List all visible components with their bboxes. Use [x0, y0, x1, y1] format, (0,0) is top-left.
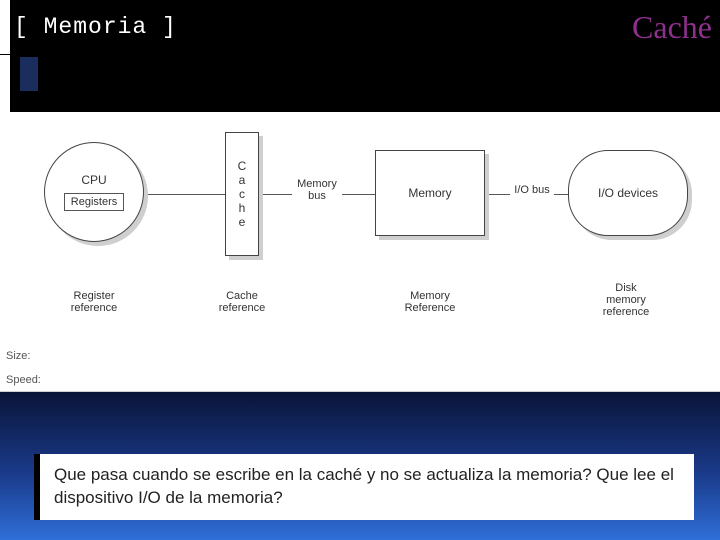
header-right-text: Caché: [632, 9, 712, 46]
memory-label: Memory: [408, 186, 451, 200]
cache-ref-label: Cachereference: [202, 290, 282, 314]
io-label: I/O devices: [598, 186, 658, 200]
io-bus-label: I/O bus: [510, 184, 554, 196]
memory-bus-label: Memorybus: [292, 178, 342, 202]
size-axis-label: Size:: [6, 350, 30, 362]
cpu-node: CPU Registers: [44, 142, 144, 242]
disk-ref-label: Diskmemoryreference: [586, 282, 666, 318]
header-bar: [ Memoria ] Caché: [0, 0, 720, 54]
memory-node: Memory: [375, 150, 485, 236]
registers-box: Registers: [64, 193, 124, 211]
sub-header-bar: [0, 54, 720, 112]
header-left-text: [ Memoria ]: [14, 14, 177, 40]
memory-ref-label: MemoryReference: [390, 290, 470, 314]
cpu-label: CPU: [81, 173, 106, 187]
speed-axis-label: Speed:: [6, 374, 41, 386]
connector-line: [90, 194, 650, 195]
cache-node: Cache: [225, 132, 259, 256]
io-devices-node: I/O devices: [568, 150, 688, 236]
cache-label: Cache: [238, 159, 247, 229]
memory-hierarchy-diagram: CPU Registers Cache Memorybus Memory I/O…: [0, 112, 720, 392]
question-box: Que pasa cuando se escribe en la caché y…: [34, 454, 694, 520]
bottom-gradient-band: Que pasa cuando se escribe en la caché y…: [0, 392, 720, 540]
register-ref-label: Registerreference: [54, 290, 134, 314]
accent-block: [20, 57, 38, 91]
